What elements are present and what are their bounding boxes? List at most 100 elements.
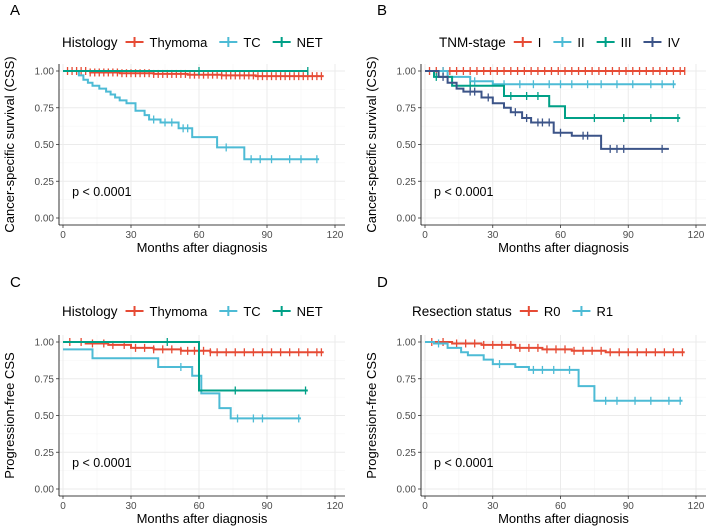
y-axis-title: Cancer-specific survival (CSS) (364, 56, 379, 232)
x-tick-label: 30 (125, 230, 137, 241)
x-tick-label: 90 (261, 230, 273, 241)
legend-label: Thymoma (150, 304, 209, 319)
y-tick-label: 1.00 (35, 67, 55, 78)
km-curve-iii (425, 70, 681, 119)
y-tick-label: 0.00 (35, 485, 55, 496)
km-curve-ii (425, 70, 676, 86)
y-axis-title: Cancer-specific survival (CSS) (2, 56, 17, 232)
y-tick-label: 1.00 (35, 338, 55, 349)
panel-letter: D (377, 274, 388, 291)
x-tick-label: 120 (688, 230, 705, 241)
y-axis-title: Progression-free CSS (364, 352, 379, 479)
x-axis-title: Months after diagnosis (498, 511, 629, 526)
legend-label: II (577, 35, 584, 50)
panel-b: B 0 30 60 90 120 0.00 0.25 0.50 0.75 1.00 Months af… (364, 2, 706, 255)
y-tick-label: 0.50 (397, 411, 417, 422)
y-tick-label: 0.75 (35, 374, 55, 385)
p-value-annotation: p < 0.0001 (72, 185, 131, 199)
legend-label: III (621, 35, 632, 50)
y-tick-label: 0.50 (35, 411, 55, 422)
panel-d: D 0 30 60 90 120 0.00 0.25 0.50 0.75 1.00 Months af… (364, 274, 706, 526)
legend-key-thymoma: Thymoma (125, 304, 209, 319)
p-value-annotation: p < 0.0001 (72, 456, 131, 470)
legend-key-tc: TC (219, 304, 261, 319)
x-tick-label: 60 (555, 501, 567, 512)
y-tick-label: 0.75 (397, 374, 417, 385)
x-tick-label: 0 (422, 230, 428, 241)
x-tick-label: 120 (688, 501, 705, 512)
km-curve-thymoma (63, 341, 324, 354)
km-curve-tc (63, 348, 301, 420)
x-axis-title: Months after diagnosis (498, 240, 629, 255)
y-tick-label: 1.00 (397, 67, 417, 78)
y-tick-label: 0.00 (397, 214, 417, 225)
x-tick-label: 90 (623, 501, 635, 512)
legend-label: Thymoma (150, 35, 209, 50)
x-tick-label: 0 (422, 501, 428, 512)
legend-title: Resection status (412, 304, 512, 319)
curves (425, 338, 685, 405)
y-tick-label: 0.25 (397, 177, 417, 188)
y-tick-label: 0.50 (397, 140, 417, 151)
y-tick-label: 0.75 (35, 103, 55, 114)
legend-label: NET (297, 304, 323, 319)
x-tick-label: 60 (193, 501, 205, 512)
legend: TNM-stage I II III IV (439, 35, 680, 50)
x-tick-label: 60 (555, 230, 567, 241)
x-tick-label: 30 (487, 501, 499, 512)
x-tick-label: 90 (623, 230, 635, 241)
x-axis-title: Months after diagnosis (137, 240, 268, 255)
x-axis-title: Months after diagnosis (137, 511, 268, 526)
legend: Histology Thymoma TC NET (62, 304, 323, 319)
legend-title: Histology (62, 304, 118, 319)
x-tick-label: 120 (327, 501, 344, 512)
legend-label: R1 (596, 304, 613, 319)
y-tick-label: 0.25 (35, 448, 55, 459)
curves (63, 67, 324, 164)
y-tick-label: 0.75 (397, 103, 417, 114)
legend-key-r0: R0 (519, 304, 561, 319)
legend-key-net: NET (272, 35, 323, 50)
legend-key-i: I (513, 35, 542, 50)
panel-letter: C (10, 274, 21, 291)
legend-key-thymoma: Thymoma (125, 35, 209, 50)
legend-label: IV (667, 35, 680, 50)
curves (425, 67, 686, 153)
y-tick-label: 1.00 (397, 338, 417, 349)
legend-label: R0 (544, 304, 561, 319)
p-value-annotation: p < 0.0001 (434, 185, 493, 199)
km-curve-tc (63, 70, 320, 161)
legend-label: I (538, 35, 542, 50)
y-tick-label: 0.25 (35, 177, 55, 188)
legend-key-r1: R1 (572, 304, 613, 319)
legend-key-iii: III (596, 35, 632, 50)
x-tick-label: 90 (261, 501, 273, 512)
x-tick-label: 30 (487, 230, 499, 241)
x-tick-label: 60 (193, 230, 205, 241)
legend: Resection status R0 R1 (412, 304, 613, 319)
legend-label: NET (297, 35, 323, 50)
legend-label: TC (243, 304, 260, 319)
x-tick-label: 120 (327, 230, 344, 241)
panel-letter: A (10, 2, 20, 19)
legend-key-tc: TC (219, 35, 261, 50)
y-tick-label: 0.50 (35, 140, 55, 151)
km-curve-iv (425, 70, 669, 150)
x-tick-label: 0 (60, 501, 66, 512)
km-curve-net (63, 341, 308, 392)
legend: Histology Thymoma TC NET (62, 35, 323, 50)
grid (421, 335, 706, 496)
panel-c: C 0 30 60 90 120 0.00 0.25 0.50 0.75 1.00 Months af… (2, 274, 345, 526)
panel-a: A 0 30 60 90 120 0.00 0.25 0.50 0.75 1.00 Months af… (2, 2, 345, 255)
legend-key-net: NET (272, 304, 323, 319)
legend-key-ii: II (553, 35, 585, 50)
legend-key-iv: IV (643, 35, 680, 50)
y-axis-title: Progression-free CSS (2, 352, 17, 479)
curves (63, 338, 324, 423)
km-curve-r1 (425, 341, 683, 402)
y-tick-label: 0.00 (397, 485, 417, 496)
panel-letter: B (377, 2, 387, 19)
y-tick-label: 0.25 (397, 448, 417, 459)
legend-title: TNM-stage (439, 35, 506, 50)
